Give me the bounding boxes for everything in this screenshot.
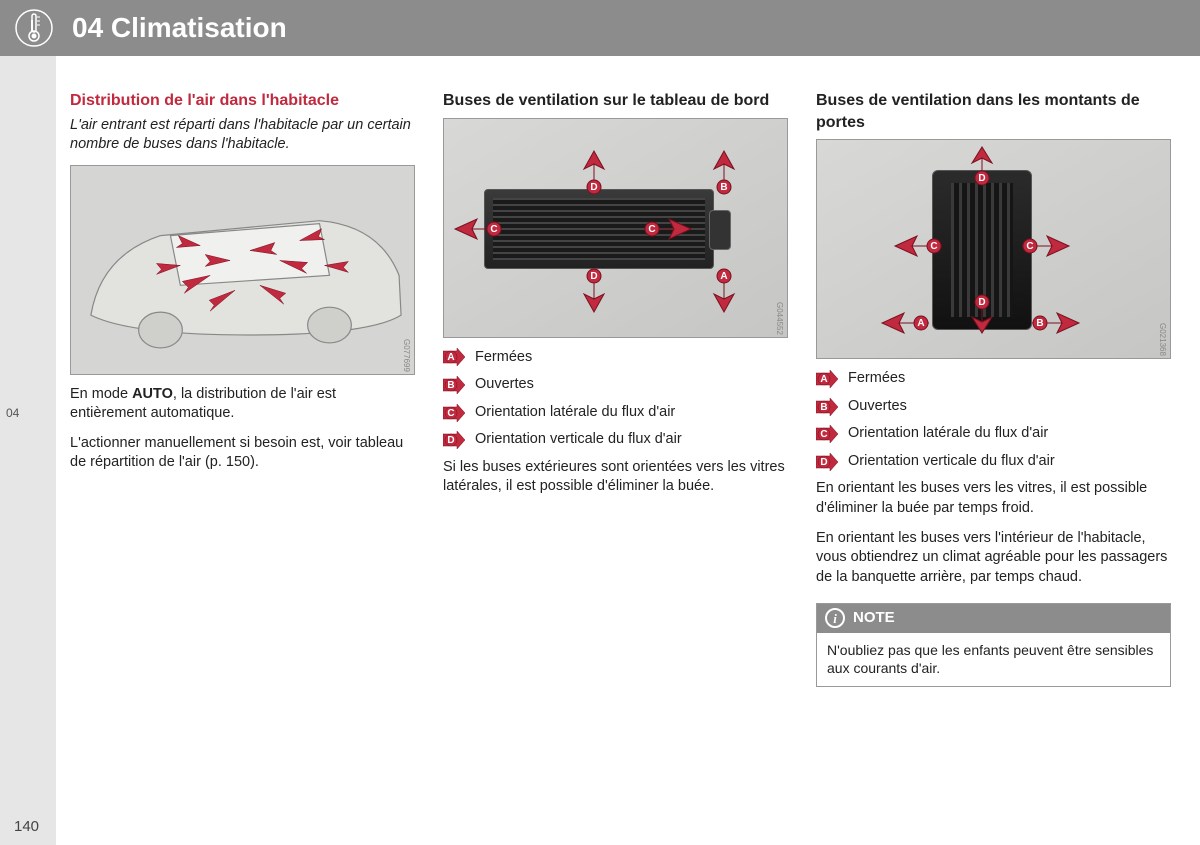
legend-label: Ouvertes — [475, 375, 534, 395]
door-pillar-vent-illustration: D D C C A B G021368 — [816, 139, 1171, 359]
arrow-c-right: C — [639, 211, 694, 247]
legend-label: Orientation latérale du flux d'air — [848, 424, 1048, 444]
arrow-d-down: D — [574, 264, 614, 314]
legend-item: B Ouvertes — [443, 375, 788, 395]
col1-intro: L'air entrant est réparti dans l'habitac… — [70, 116, 415, 155]
col1-title: Distribution de l'air dans l'habitacle — [70, 90, 415, 112]
svg-text:C: C — [1026, 241, 1033, 252]
legend-label: Orientation latérale du flux d'air — [475, 403, 675, 423]
legend-item: B Ouvertes — [816, 397, 1171, 417]
legend-item: C Orientation latérale du flux d'air — [816, 424, 1171, 444]
content-area: Distribution de l'air dans l'habitacle L… — [70, 90, 1180, 687]
col2-title: Buses de ventilation sur le tableau de b… — [443, 90, 788, 112]
arrow-c-left: C — [892, 228, 947, 264]
thermometer-icon — [14, 8, 54, 48]
arrow-a-down: A — [704, 264, 744, 314]
image-code: G021368 — [1156, 323, 1167, 356]
column-3: Buses de ventilation dans les montants d… — [816, 90, 1171, 687]
column-1: Distribution de l'air dans l'habitacle L… — [70, 90, 415, 687]
arrow-c-left: C — [452, 211, 507, 247]
note-box: i NOTE N'oubliez pas que les enfants peu… — [816, 603, 1171, 687]
svg-text:B: B — [820, 402, 827, 413]
arrow-a-left: A — [879, 305, 934, 341]
svg-text:A: A — [720, 271, 727, 282]
page-number: 140 — [14, 818, 39, 835]
arrow-b-right: B — [1027, 305, 1082, 341]
legend-item: A Fermées — [816, 369, 1171, 389]
arrow-d-up: D — [962, 145, 1002, 190]
page-header: 04 Climatisation — [0, 0, 1200, 56]
col3-legend: A Fermées B Ouvertes C Orientation latérale… — [816, 369, 1171, 471]
svg-text:C: C — [930, 241, 937, 252]
col2-legend: A Fermées B Ouvertes C Orientation latérale… — [443, 348, 788, 450]
legend-label: Fermées — [475, 348, 532, 368]
svg-text:D: D — [978, 173, 985, 184]
info-icon: i — [825, 608, 845, 628]
svg-text:A: A — [820, 374, 827, 385]
chapter-title: 04 Climatisation — [72, 12, 287, 44]
svg-text:D: D — [590, 182, 597, 193]
svg-text:C: C — [648, 224, 655, 235]
legend-label: Fermées — [848, 369, 905, 389]
svg-text:D: D — [978, 297, 985, 308]
col2-p1: Si les buses extérieures sont orientées … — [443, 458, 788, 497]
svg-text:B: B — [720, 182, 727, 193]
image-code: G044552 — [773, 302, 784, 335]
svg-text:A: A — [447, 352, 454, 363]
col1-p1: En mode AUTO, la distribution de l'air e… — [70, 385, 415, 424]
col3-title: Buses de ventilation dans les montants d… — [816, 90, 1171, 133]
svg-text:D: D — [590, 271, 597, 282]
legend-label: Ouvertes — [848, 397, 907, 417]
legend-item: A Fermées — [443, 348, 788, 368]
svg-text:A: A — [917, 318, 924, 329]
svg-text:B: B — [1036, 318, 1043, 329]
col3-p2: En orientant les buses vers l'intérieur … — [816, 529, 1171, 588]
p1-pre: En mode — [70, 386, 132, 402]
p1-bold: AUTO — [132, 386, 173, 402]
side-chapter-number: 04 — [6, 406, 19, 420]
legend-item: D Orientation verticale du flux d'air — [816, 452, 1171, 472]
svg-text:B: B — [447, 380, 454, 391]
car-airflow-illustration: G077699 — [70, 165, 415, 375]
left-margin-strip: 04 140 — [0, 56, 56, 845]
arrow-d-up: D — [574, 149, 614, 199]
legend-item: C Orientation latérale du flux d'air — [443, 403, 788, 423]
svg-text:C: C — [490, 224, 497, 235]
svg-text:D: D — [820, 457, 827, 468]
note-title: NOTE — [853, 608, 895, 628]
arrow-c-right: C — [1017, 228, 1072, 264]
svg-text:C: C — [447, 408, 454, 419]
dashboard-vent-illustration: B A D D C C G044552 — [443, 118, 788, 338]
legend-label: Orientation verticale du flux d'air — [848, 452, 1055, 472]
svg-text:D: D — [447, 435, 454, 446]
note-body: N'oubliez pas que les enfants peuvent êt… — [817, 633, 1170, 687]
column-2: Buses de ventilation sur le tableau de b… — [443, 90, 788, 687]
note-header: i NOTE — [817, 604, 1170, 632]
arrow-b-up: B — [704, 149, 744, 199]
arrow-d-down: D — [962, 290, 1002, 335]
legend-item: D Orientation verticale du flux d'air — [443, 430, 788, 450]
svg-text:C: C — [820, 429, 827, 440]
image-code: G077699 — [400, 339, 411, 372]
legend-label: Orientation verticale du flux d'air — [475, 430, 682, 450]
col3-p1: En orientant les buses vers les vitres, … — [816, 479, 1171, 518]
col1-p2: L'actionner manuellement si besoin est, … — [70, 434, 415, 473]
